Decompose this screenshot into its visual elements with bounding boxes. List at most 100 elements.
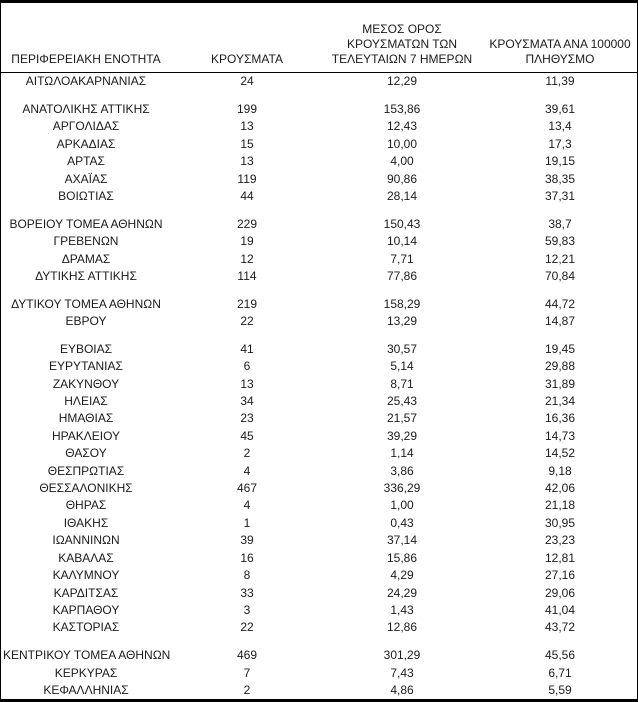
per-100k-cell: 12,81 [544,550,576,565]
cases-cell: 4 [243,463,251,478]
avg-7d-cell: 12,29 [386,74,418,89]
avg-7d-cell: 28,14 [386,188,418,203]
per-100k-cell: 38,7 [548,216,572,231]
table-row: ΔΥΤΙΚΟΥ ΤΟΜΕΑ ΑΘΗΝΩΝ 219 158,29 44,72 [1,295,637,312]
cases-cell: 3 [243,603,251,618]
avg-7d-cell: 153,86 [383,101,421,116]
avg-7d-cell: 13,29 [386,314,418,329]
cases-cell: 1 [243,515,251,530]
per-100k-cell: 6,71 [548,665,572,680]
per-100k-cell: 12,21 [544,251,576,266]
per-100k-cell: 23,23 [544,533,576,548]
per-100k-cell: 14,73 [544,428,576,443]
column-header-cases: ΚΡΟΥΣΜΑΤΑ [171,3,323,73]
cases-cell: 467 [236,481,258,496]
avg-7d-cell: 12,43 [386,119,418,134]
avg-7d-cell: 39,29 [386,428,418,443]
avg-7d-cell: 3,86 [390,463,414,478]
per-100k-cell: 5,59 [548,683,572,698]
column-header-per-100k: ΚΡΟΥΣΜΑΤΑ ΑΝΑ 100000 ΠΛΗΘΥΣΜΟ [481,3,637,73]
avg-7d-cell: 77,86 [386,268,418,283]
avg-7d-cell: 37,14 [386,533,418,548]
group-spacer-cell [1,330,637,340]
cases-cell: 12 [240,251,254,266]
avg-7d-cell: 5,14 [390,359,414,374]
group-spacer-row [1,205,637,215]
table-row: ΑΧΑΪΑΣ 119 90,86 38,35 [1,170,637,187]
per-100k-cell: 19,15 [544,154,576,169]
avg-7d-cell: 4,00 [390,154,414,169]
cases-cell: 22 [240,620,254,635]
table-header: ΠΕΡΙΦΕΡΕΙΑΚΗ ΕΝΟΤΗΤΑ ΚΡΟΥΣΜΑΤΑ ΜΕΣΟΣ ΟΡΟ… [1,3,637,73]
region-cell: ΕΥΒΟΙΑΣ [59,341,113,356]
cases-cell: 13 [240,376,254,391]
group-spacer-cell [1,205,637,215]
per-100k-cell: 19,45 [544,341,576,356]
region-cell: ΗΡΑΚΛΕΙΟΥ [51,428,121,443]
table-row: ΚΑΒΑΛΑΣ 16 15,86 12,81 [1,549,637,566]
avg-7d-cell: 12,86 [386,620,418,635]
avg-7d-cell: 24,29 [386,585,418,600]
table-row: ΓΡΕΒΕΝΩΝ 19 10,14 59,83 [1,232,637,249]
avg-7d-cell: 1,00 [390,498,414,513]
region-cell: ΑΧΑΪΑΣ [64,171,108,186]
cases-cell: 24 [240,74,254,89]
cases-cell: 2 [243,683,251,698]
table-row: ΚΑΛΥΜΝΟΥ 8 4,29 27,16 [1,566,637,583]
region-cell: ΑΡΤΑΣ [67,154,105,169]
cases-cell: 7 [243,665,251,680]
avg-7d-cell: 1,14 [390,446,414,461]
column-header-region: ΠΕΡΙΦΕΡΕΙΑΚΗ ΕΝΟΤΗΤΑ [1,3,171,73]
region-cell: ΚΕΡΚΥΡΑΣ [54,665,118,680]
region-cell: ΚΕΦΑΛΛΗΝΙΑΣ [43,683,129,698]
avg-7d-cell: 21,57 [386,411,418,426]
per-100k-cell: 38,35 [544,171,576,186]
table-row: ΔΥΤΙΚΗΣ ΑΤΤΙΚΗΣ 114 77,86 70,84 [1,267,637,284]
column-header-avg-7d: ΜΕΣΟΣ ΟΡΟΣ ΚΡΟΥΣΜΑΤΩΝ ΤΩΝ ΤΕΛΕΥΤΑΙΩΝ 7 Η… [323,3,481,73]
table-row: ΑΡΤΑΣ 13 4,00 19,15 [1,152,637,169]
cases-cell: 114 [237,268,257,283]
table-row: ΚΑΣΤΟΡΙΑΣ 22 12,86 43,72 [1,619,637,636]
group-spacer-cell [1,90,637,100]
table-row: ΒΟΡΕΙΟΥ ΤΟΜΕΑ ΑΘΗΝΩΝ 229 150,43 38,7 [1,215,637,232]
per-100k-cell: 21,18 [544,498,576,513]
per-100k-cell: 29,88 [544,359,576,374]
region-cell: ΚΕΝΤΡΙΚΟΥ ΤΟΜΕΑ ΑΘΗΝΩΝ [3,648,171,663]
region-cell: ΚΑΛΥΜΝΟΥ [52,568,120,583]
table-body: ΑΙΤΩΛΟΑΚΑΡΝΑΝΙΑΣ 24 12,29 11,39 ΑΝΑΤΟΛΙΚΗΣ Α… [1,73,637,700]
region-cell: ΘΑΣΟΥ [65,446,107,461]
region-cell: ΗΜΑΘΙΑΣ [58,411,114,426]
region-cell: ΙΘΑΚΗΣ [63,515,109,530]
avg-7d-cell: 4,29 [390,568,414,583]
cases-cell: 4 [243,498,251,513]
region-cell: ΔΡΑΜΑΣ [61,251,111,266]
cases-cell: 229 [236,216,258,231]
cases-cell: 23 [240,411,254,426]
avg-7d-cell: 30,57 [386,341,418,356]
region-cell: ΙΩΑΝΝΙΝΩΝ [52,533,120,548]
region-cell: ΘΗΡΑΣ [65,498,107,513]
per-100k-cell: 14,87 [544,314,576,329]
cases-cell: 219 [236,296,258,311]
region-cell: ΑΝΑΤΟΛΙΚΗΣ ΑΤΤΙΚΗΣ [22,101,150,116]
table-row: ΑΝΑΤΟΛΙΚΗΣ ΑΤΤΙΚΗΣ 199 153,86 39,61 [1,100,637,117]
region-cell: ΒΟΡΕΙΟΥ ΤΟΜΕΑ ΑΘΗΝΩΝ [9,216,163,231]
per-100k-cell: 42,06 [544,481,576,496]
table-row: ΑΙΤΩΛΟΑΚΑΡΝΑΝΙΑΣ 24 12,29 11,39 [1,73,637,90]
per-100k-cell: 37,31 [544,188,576,203]
region-cell: ΔΥΤΙΚΗΣ ΑΤΤΙΚΗΣ [35,268,137,283]
cases-cell: 469 [236,648,258,663]
avg-7d-cell: 10,00 [386,136,418,151]
region-cell: ΗΛΕΙΑΣ [64,393,108,408]
avg-7d-cell: 150,43 [383,216,421,231]
region-cell: ΘΕΣΠΡΩΤΙΑΣ [47,463,125,478]
cases-cell: 6 [243,359,251,374]
region-cell: ΒΟΙΩΤΙΑΣ [58,188,114,203]
per-100k-cell: 59,83 [544,234,576,249]
avg-7d-cell: 8,71 [390,376,414,391]
avg-7d-cell: 1,43 [390,603,414,618]
avg-7d-cell: 10,14 [386,234,418,249]
per-100k-cell: 44,72 [544,296,576,311]
table-row: ΘΑΣΟΥ 2 1,14 14,52 [1,445,637,462]
